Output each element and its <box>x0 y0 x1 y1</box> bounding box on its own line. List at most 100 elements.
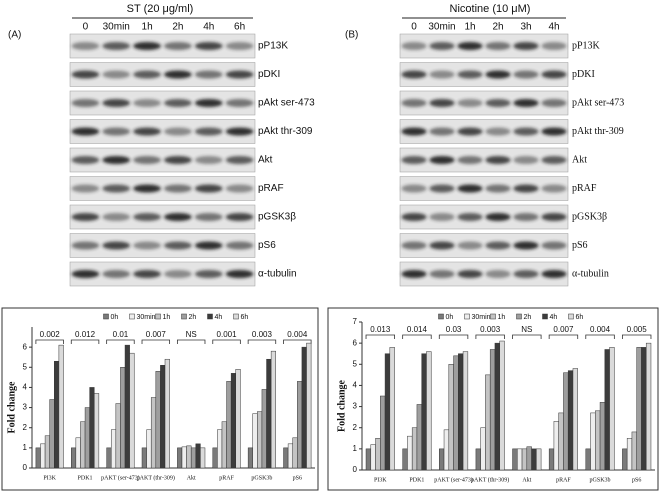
x-tick-label: PI3K <box>374 477 387 483</box>
legend-swatch <box>181 313 187 320</box>
bar <box>217 429 223 469</box>
bar <box>389 347 395 471</box>
bar <box>306 342 312 469</box>
blot-band <box>102 99 131 107</box>
bar <box>548 448 555 471</box>
bar <box>480 427 486 471</box>
protein-label: pS6 <box>572 240 588 251</box>
blot-band <box>71 270 100 278</box>
blot-band <box>194 70 223 79</box>
bar <box>526 446 532 471</box>
legend-swatch <box>438 313 444 320</box>
blot-band <box>225 213 254 221</box>
protein-label: pAkt ser-473 <box>572 97 624 108</box>
blot-band <box>102 42 131 50</box>
blot-band <box>194 127 223 136</box>
blot-band <box>102 156 131 164</box>
timepoint-label: 30min <box>428 22 455 33</box>
p-value: 0.001 <box>217 330 238 339</box>
bar <box>266 358 272 469</box>
blot-band <box>541 213 567 221</box>
bar <box>365 448 372 471</box>
blot-band <box>102 184 131 193</box>
significance-bracket <box>365 334 395 339</box>
blot-band <box>102 241 131 250</box>
timepoint-label: 30min <box>103 22 130 33</box>
blot-band <box>194 99 223 107</box>
x-tick-label: pGSK3b <box>590 477 611 483</box>
blot-band <box>513 70 539 79</box>
legend-swatch <box>490 313 496 320</box>
protein-label: pRAF <box>572 183 597 194</box>
significance-bracket <box>283 339 312 344</box>
bar <box>89 387 95 469</box>
timepoint-label: 0 <box>411 22 417 33</box>
blot-strip <box>69 233 256 258</box>
bar <box>531 448 537 471</box>
blot-band <box>164 241 192 250</box>
blot-strip <box>69 62 256 87</box>
legend-label: 0h <box>446 314 454 321</box>
blot-band <box>429 42 455 50</box>
bar <box>416 404 422 471</box>
blot-band <box>71 213 100 221</box>
significance-bracket <box>212 339 241 344</box>
blot-band <box>401 270 427 278</box>
y-tick-label: 0 <box>353 465 358 474</box>
bar <box>641 347 647 471</box>
bar <box>146 429 152 469</box>
legend-swatch <box>542 313 548 320</box>
blot-band <box>457 127 483 136</box>
bar <box>160 365 166 469</box>
blot-band <box>457 99 483 107</box>
blot-band <box>225 99 254 107</box>
x-tick-label: pAKT (ser-473) <box>101 474 140 481</box>
blot-strip <box>399 147 569 173</box>
p-value: 0.005 <box>627 325 648 334</box>
blot-band <box>457 156 483 164</box>
blot-band <box>541 270 567 278</box>
blot-band <box>164 70 192 79</box>
blot-band <box>133 99 161 107</box>
panel-label: (B) <box>345 30 358 41</box>
bar <box>261 389 267 469</box>
x-tick-label: pRAF <box>556 477 571 483</box>
legend-label: 2h <box>189 314 197 321</box>
bar <box>71 447 77 469</box>
blot-band <box>513 270 539 278</box>
timepoint-label: 1h <box>142 22 153 33</box>
blot-band <box>71 184 100 193</box>
significance-bracket <box>106 339 135 344</box>
blot-strip <box>399 33 569 59</box>
blot-band <box>541 127 567 136</box>
blot-band <box>133 184 161 193</box>
y-tick-label: 3 <box>353 402 358 411</box>
blot-band <box>225 241 254 250</box>
blot-band <box>429 184 455 193</box>
legend-label: 30min <box>137 314 156 321</box>
y-axis-label: Fold change <box>6 381 17 434</box>
blot-band <box>513 241 539 250</box>
blot-band <box>194 42 223 50</box>
blot-band <box>485 42 511 50</box>
p-value: 0.004 <box>287 330 308 339</box>
p-value: NS <box>186 330 197 339</box>
blot-band <box>485 70 511 79</box>
p-value: 0.013 <box>370 325 391 334</box>
bar <box>40 443 46 469</box>
protein-label: pP13K <box>572 40 601 51</box>
bar <box>599 402 606 471</box>
blot-strip <box>69 204 256 230</box>
y-tick-label: 2 <box>353 423 358 432</box>
p-value: 0.01 <box>113 330 129 339</box>
blot-band <box>225 70 254 79</box>
timepoint-label: 1h <box>464 22 475 33</box>
p-value: 0.004 <box>590 325 611 334</box>
blot-strip <box>399 233 569 258</box>
y-tick-label: 4 <box>23 383 28 392</box>
bar <box>567 370 574 471</box>
protein-label: pDKI <box>258 69 280 80</box>
bar <box>462 351 469 471</box>
bar <box>106 447 112 469</box>
blot-band <box>194 241 223 250</box>
